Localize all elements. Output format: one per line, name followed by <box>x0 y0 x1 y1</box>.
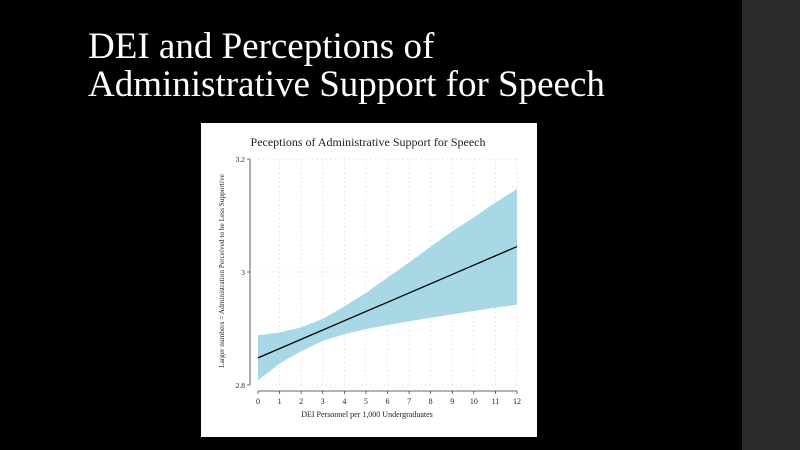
slide-title-line-2: Administrative Support for Speech <box>88 64 605 105</box>
y-tick-label-3: 3 <box>241 268 245 277</box>
x-tick-label-1: 1 <box>278 397 282 406</box>
x-axis-label: DEI Personnel per 1,000 Undergraduates <box>301 410 433 419</box>
confidence-band <box>258 188 517 381</box>
x-tick-label-5: 5 <box>364 397 368 406</box>
tick-labels: 0 1 2 3 4 5 6 7 8 9 10 11 122.833.2 <box>236 155 521 406</box>
x-tick-label-9: 9 <box>450 397 454 406</box>
chart-title: Peceptions of Administrative Support for… <box>251 135 486 149</box>
side-panel <box>742 0 800 450</box>
x-tick-label-12: 12 <box>513 397 521 406</box>
slide-title: DEI and Perceptions of Administrative Su… <box>88 28 728 104</box>
y-tick-label-2.8: 2.8 <box>236 381 246 390</box>
chart-figure: Peceptions of Administrative Support for… <box>201 123 537 437</box>
x-tick-label-10: 10 <box>470 397 478 406</box>
x-tick-label-2: 2 <box>299 397 303 406</box>
y-axis-label: Larger numbers = Administration Perceive… <box>217 174 226 368</box>
x-tick-label-8: 8 <box>429 397 433 406</box>
chart-svg: Peceptions of Administrative Support for… <box>217 135 521 419</box>
x-tick-label-6: 6 <box>386 397 390 406</box>
y-tick-label-3.2: 3.2 <box>236 155 246 164</box>
slide-title-line-1: DEI and Perceptions of <box>88 26 435 67</box>
x-tick-label-11: 11 <box>492 397 500 406</box>
fitted-line <box>257 245 518 359</box>
x-tick-label-7: 7 <box>407 397 411 406</box>
x-tick-label-0: 0 <box>256 397 260 406</box>
x-tick-label-3: 3 <box>321 397 325 406</box>
x-tick-label-4: 4 <box>342 397 346 406</box>
